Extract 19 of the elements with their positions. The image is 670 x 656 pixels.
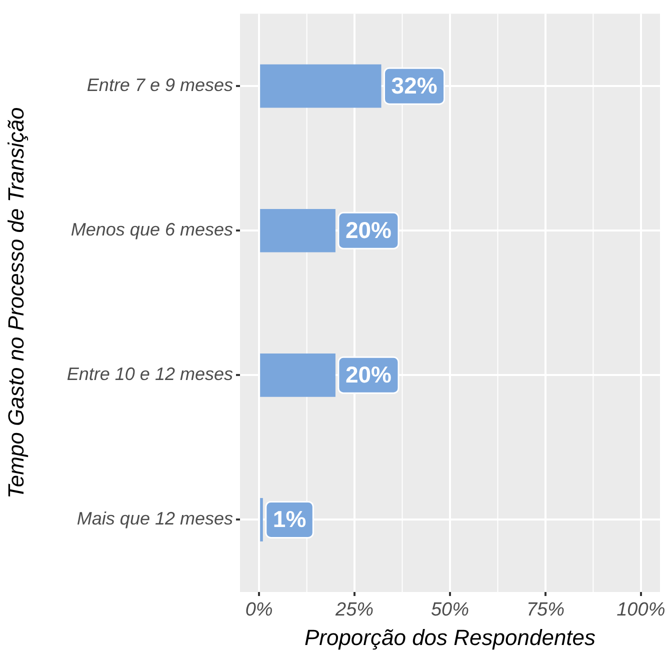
x-tick-label: 75% (526, 600, 565, 621)
x-tick-label: 50% (430, 600, 470, 621)
bar (260, 208, 336, 252)
data-label: 1% (272, 506, 306, 532)
y-tick-label: Mais que 12 meses (76, 508, 233, 529)
data-label: 20% (345, 362, 392, 388)
y-tick-label: Entre 10 e 12 meses (66, 364, 233, 384)
x-tick-label: 0% (245, 600, 273, 621)
bar (260, 64, 382, 108)
x-axis-title: Proporção dos Respondentes (304, 624, 596, 650)
x-tick-label: 100% (616, 600, 666, 621)
y-axis-title: Tempo Gasto no Processo de Transição (3, 107, 28, 499)
y-tick-label: Menos que 6 meses (70, 220, 233, 240)
data-label: 20% (345, 216, 392, 243)
data-label: 32% (391, 72, 438, 98)
bar (260, 498, 263, 542)
x-tick-label: 25% (334, 600, 374, 621)
y-tick-label: Entre 7 e 9 meses (86, 75, 233, 96)
bar (260, 353, 336, 397)
